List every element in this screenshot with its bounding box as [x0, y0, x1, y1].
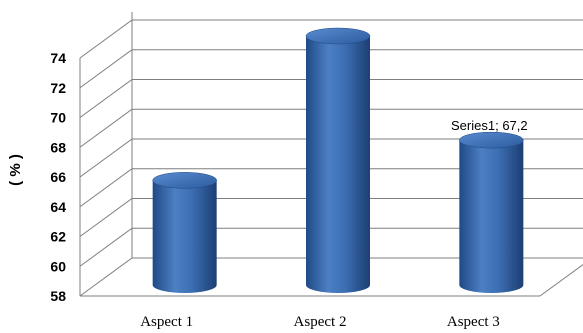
bar-top [152, 172, 217, 189]
x-tick-label: Aspect 2 [294, 314, 347, 330]
bar-body [459, 140, 524, 293]
category-labels: Aspect 1 Aspect 2 Aspect 3 [140, 314, 500, 330]
y-tick-label: 70 [50, 110, 66, 126]
y-tick-label: 68 [50, 139, 66, 155]
x-tick-label: Aspect 1 [140, 314, 193, 330]
data-labels: Series1; 67,2 [451, 118, 528, 133]
floor-right-edge [539, 263, 583, 297]
data-label: Series1; 67,2 [451, 118, 528, 133]
y-tick-label: 60 [50, 258, 66, 274]
y-axis-label: ( % ) [7, 154, 24, 186]
bar-top [305, 27, 371, 45]
bar [305, 27, 371, 294]
y-tick-label: 74 [50, 50, 66, 66]
bar-top [459, 131, 524, 149]
y-tick-label: 72 [50, 80, 66, 96]
bar [459, 131, 524, 293]
bars [152, 27, 524, 294]
x-tick-label: Aspect 3 [447, 314, 500, 330]
bar-body [306, 36, 370, 294]
grid-layer [79, 12, 583, 297]
y-tick-labels: 58 60 62 64 66 68 70 72 74 [50, 50, 66, 304]
y-tick-label: 66 [50, 169, 66, 185]
y-tick-label: 64 [50, 199, 66, 215]
y-tick-label: 62 [50, 229, 66, 245]
y-tick-label: 58 [50, 288, 66, 304]
bar [152, 172, 217, 293]
bar-body [152, 180, 217, 293]
